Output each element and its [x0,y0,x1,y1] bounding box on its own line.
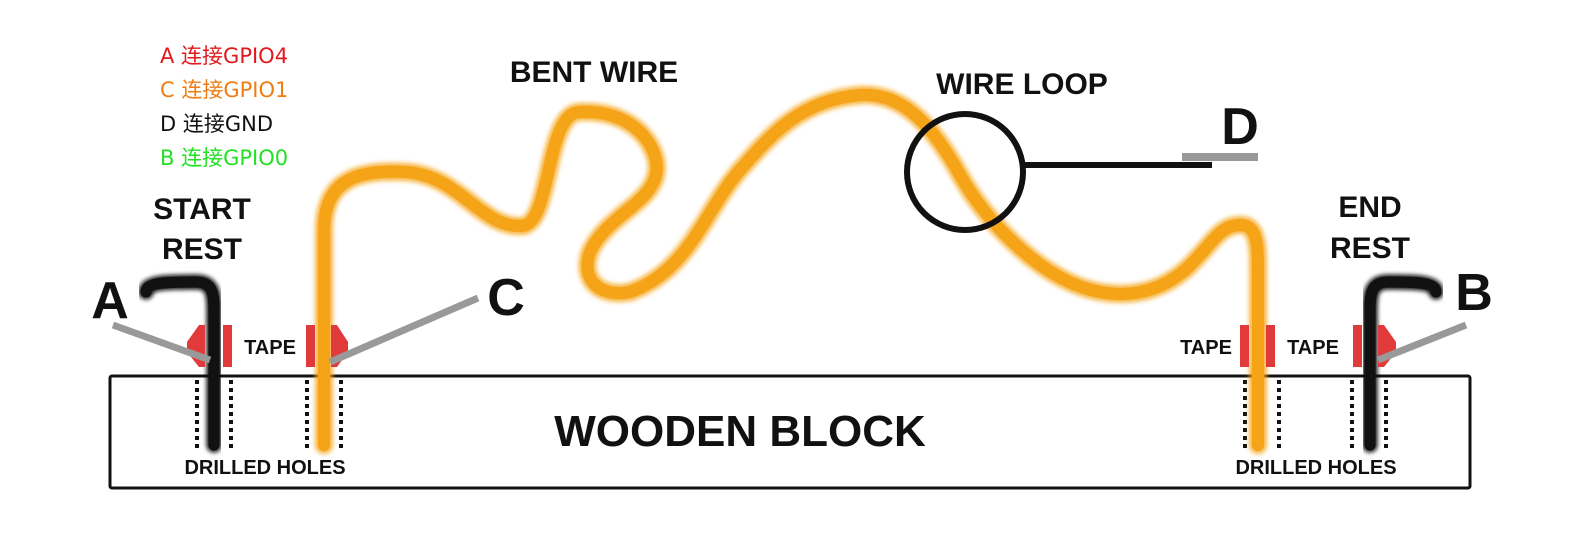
drilled-holes-right [1243,380,1388,448]
wire-loop-label: WIRE LOOP [936,68,1108,101]
drilled-holes-left [195,380,343,448]
legend-c: C 连接GPIO1 [160,78,288,102]
bent-wire [315,85,1267,454]
point-c-label: C [487,269,525,327]
end-rest-label-line2: REST [1330,232,1410,265]
tape-label-right-2: TAPE [1287,337,1339,359]
tape-label-right-1: TAPE [1180,337,1232,359]
b-connector [1376,321,1468,364]
start-rest-label-line2: REST [162,233,242,266]
end-rest-label-line1: END [1338,191,1401,224]
legend-d: D 连接GND [160,112,273,136]
point-a-label: A [91,272,129,330]
point-b-label: B [1455,264,1493,322]
legend-b: B 连接GPIO0 [160,146,288,170]
legend-a: A 连接GPIO4 [160,44,288,68]
tape-label-left: TAPE [244,337,296,359]
start-rest-label-line1: START [153,193,251,226]
a-connector [111,321,212,364]
wire-loop [904,111,1026,233]
drilled-holes-label-left: DRILLED HOLES [184,457,345,479]
c-connector [328,294,480,366]
point-d-label: D [1221,98,1259,156]
bent-wire-label: BENT WIRE [510,56,678,89]
wooden-block-label: WOODEN BLOCK [554,407,926,456]
drilled-holes-label-right: DRILLED HOLES [1235,457,1396,479]
tape-wire-end [1240,325,1275,367]
wooden-block [108,374,1472,490]
